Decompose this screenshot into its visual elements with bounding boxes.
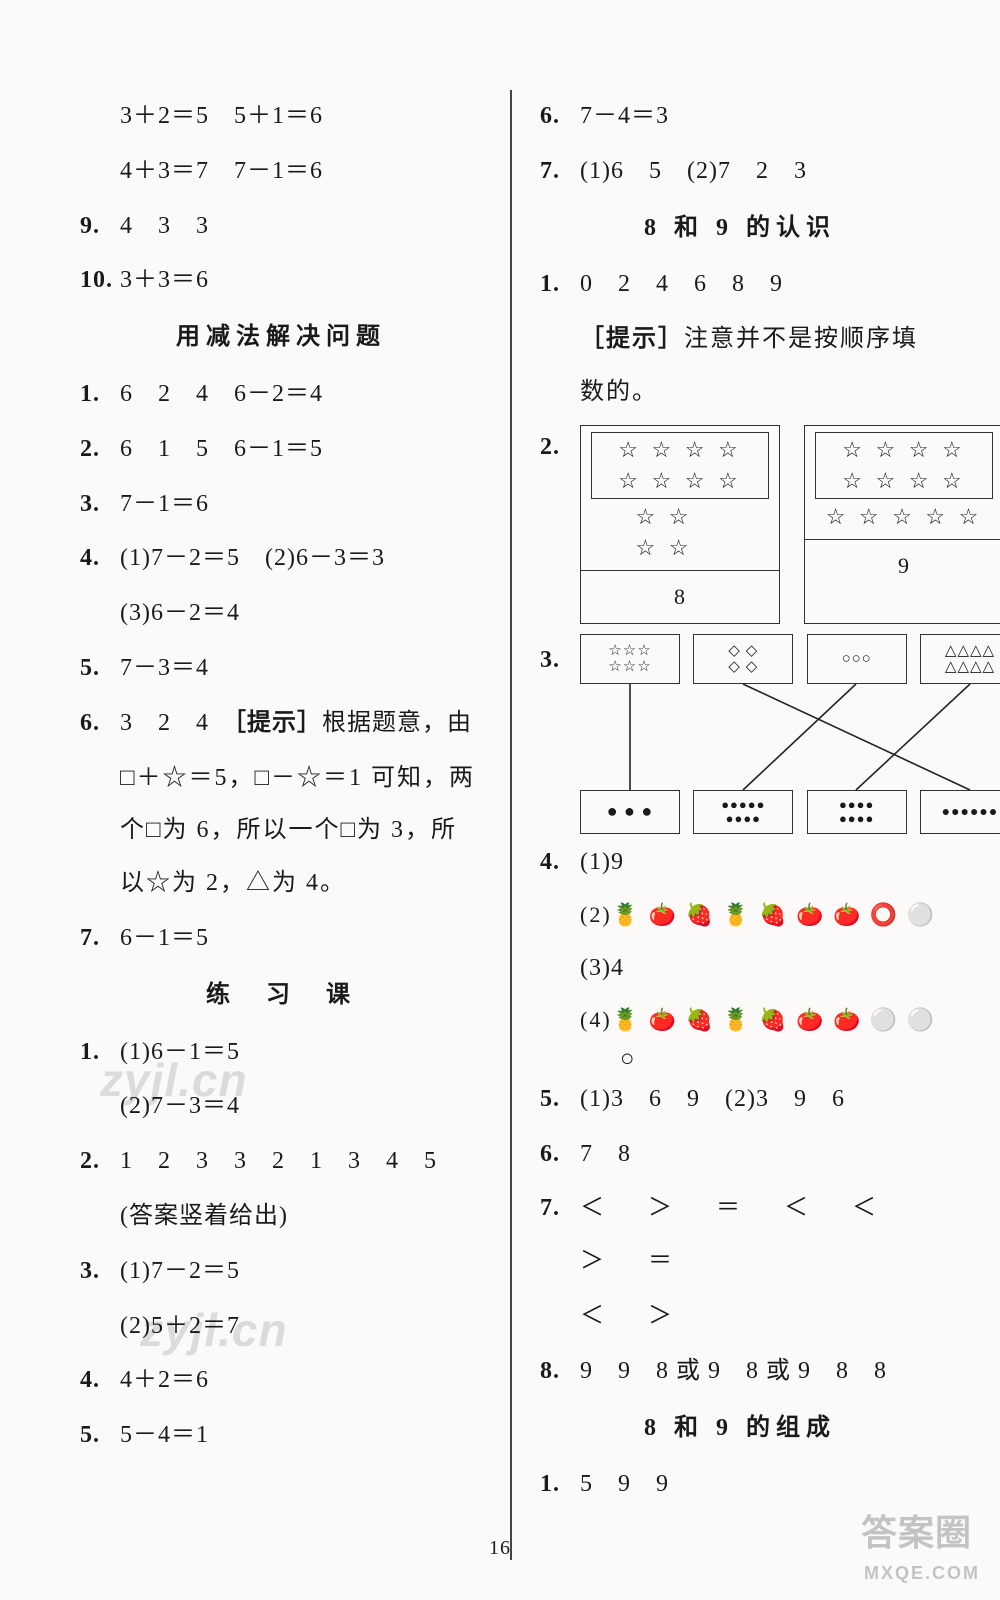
answer: □＋☆＝5，□－☆＝1 可知，两个□为 6，所以一个□为 3，所以☆为 2，△为… (120, 752, 482, 910)
match-top: ○○○ (807, 634, 907, 684)
q-num: 1. (540, 258, 580, 311)
answer: (1)6－1＝5 (120, 1026, 482, 1079)
answer: 9 9 8 或 9 8 或 9 8 8 (580, 1345, 940, 1398)
answer: (1)6 5 (2)7 2 3 (580, 145, 940, 198)
answer: ○ (580, 1047, 940, 1071)
figure-stars: ☆ ☆ ☆ ☆☆ ☆ ☆ ☆☆ ☆ ☆ ☆ 8 ☆ ☆ ☆ ☆☆ ☆ ☆ ☆☆ … (580, 425, 1000, 625)
star-box-9: ☆ ☆ ☆ ☆☆ ☆ ☆ ☆☆ ☆ ☆ ☆ ☆ 9 (804, 425, 1000, 625)
right-column: 6.7－4＝3 7.(1)6 5 (2)7 2 3 8 和 9 的认识 1.0 … (510, 90, 940, 1560)
q-num: 4. (80, 1354, 120, 1407)
answer: 7－1＝6 (120, 478, 482, 531)
q-num: 6. (540, 1128, 580, 1181)
answer: 3 2 4 ［提示］根据题意，由 (120, 697, 482, 750)
answer: (1)7－2＝5 (120, 1245, 482, 1298)
answer: 5－4＝1 (120, 1409, 482, 1462)
answer: 5 9 9 (580, 1458, 940, 1511)
answer: (1)9 (580, 836, 940, 889)
answer: 7 8 (580, 1128, 940, 1181)
q-num: 6. (540, 90, 580, 143)
q-num: 8. (540, 1345, 580, 1398)
answer: 1 2 3 3 2 1 3 4 5 (120, 1135, 482, 1188)
fruit-row: (2)🍍 🍅 🍓 🍍 🍓 🍅 🍅 ⭕ ⚪ (580, 891, 940, 939)
answer: (1)7－2＝5 (2)6－3＝3 (120, 532, 482, 585)
q-num: 4. (80, 532, 120, 585)
q-num: 7. (540, 145, 580, 198)
answer: 7－4＝3 (580, 90, 940, 143)
match-bot: ●●●●●●●●● (693, 790, 793, 834)
q-num: 7. (80, 912, 120, 965)
q-num: 3. (80, 1245, 120, 1298)
answer: 6－1＝5 (120, 912, 482, 965)
answer: 4 3 3 (120, 200, 482, 253)
section-title: 8 和 9 的组成 (540, 1402, 940, 1455)
section-title: 练 习 课 (80, 969, 482, 1022)
fruit-row: (4)🍍 🍅 🍓 🍍 🍓 🍅 🍅 ⚪ ⚪ (580, 996, 940, 1044)
q-num: 5. (540, 1073, 580, 1126)
q-num: 4. (540, 836, 580, 889)
q-num: 1. (540, 1458, 580, 1511)
match-bot: ●●●●●●●● (807, 790, 907, 834)
q-num: 10. (80, 254, 120, 307)
q-num: 1. (80, 368, 120, 421)
section-title: 8 和 9 的认识 (540, 202, 940, 255)
left-column: 3＋2＝5 5＋1＝6 4＋3＝7 7－1＝6 9.4 3 3 10.3＋3＝6… (80, 90, 510, 1560)
star-box-8: ☆ ☆ ☆ ☆☆ ☆ ☆ ☆☆ ☆ ☆ ☆ 8 (580, 425, 780, 625)
section-title: 用减法解决问题 (80, 311, 482, 364)
q-num: 3. (80, 478, 120, 531)
match-top: △△△△△△△△ (920, 634, 1000, 684)
q-num: 3. (540, 634, 580, 687)
answer: (2)7－3＝4 (120, 1080, 482, 1133)
pre-line: 3＋2＝5 5＋1＝6 (120, 90, 482, 143)
match-lines (580, 684, 1000, 790)
answer: (2)5＋2＝7 (120, 1300, 482, 1353)
answer: 0 2 4 6 8 9 (580, 258, 940, 311)
match-top: ◇ ◇◇ ◇ (693, 634, 793, 684)
answer: 4＋2＝6 (120, 1354, 482, 1407)
q-num: 6. (80, 697, 120, 750)
q-num: 2. (80, 1135, 120, 1188)
figure-match: ☆☆☆☆☆☆ ◇ ◇◇ ◇ ○○○ △△△△△△△△ ● ● ● ●●●●●●●… (580, 634, 1000, 834)
q-num: 9. (80, 200, 120, 253)
match-top: ☆☆☆☆☆☆ (580, 634, 680, 684)
answer: 6 2 4 6－2＝4 (120, 368, 482, 421)
match-bot: ●●●●●● (920, 790, 1000, 834)
answer: (答案竖着给出) (120, 1190, 482, 1243)
match-bot: ● ● ● (580, 790, 680, 834)
answer: (3)4 (580, 942, 940, 995)
answer: ＜ ＞ (580, 1290, 940, 1343)
answer: 6 1 5 6－1＝5 (120, 423, 482, 476)
q-num: 2. (540, 421, 580, 474)
q-num: 2. (80, 423, 120, 476)
answer: ＜ ＞ ＝ ＜ ＜ ＞ ＝ (580, 1182, 940, 1288)
answer: ［提示］注意并不是按顺序填数的。 (580, 313, 940, 419)
answer: (1)3 6 9 (2)3 9 6 (580, 1073, 940, 1126)
answer: 7－3＝4 (120, 642, 482, 695)
q-num: 5. (80, 1409, 120, 1462)
q-num: 1. (80, 1026, 120, 1079)
q-num: 5. (80, 642, 120, 695)
pre-line: 4＋3＝7 7－1＝6 (120, 145, 482, 198)
page-number: 16 (0, 1526, 1000, 1570)
q-num: 7. (540, 1182, 580, 1288)
answer: 3＋3＝6 (120, 254, 482, 307)
answer: (3)6－2＝4 (120, 587, 482, 640)
